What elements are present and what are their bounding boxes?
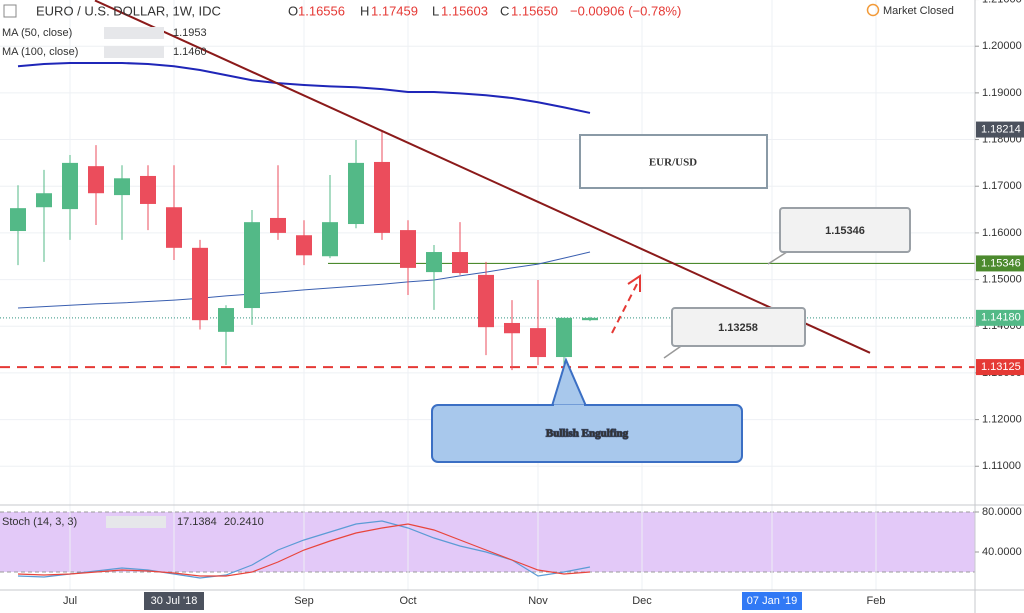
stoch-line <box>17 520 591 579</box>
candle-body <box>88 166 104 194</box>
candle-body <box>140 175 156 204</box>
y-tick-label: 1.16000 <box>982 227 1022 239</box>
ohlc-value: 1.15603 <box>441 3 488 18</box>
candle-body <box>296 235 312 256</box>
pair-label: EUR/USD <box>649 157 697 169</box>
change: −0.00906 (−0.78%) <box>570 3 681 18</box>
y-tick-label: 40.0000 <box>982 546 1022 558</box>
price-tag <box>976 255 1024 272</box>
ohlc-key: H <box>360 3 369 18</box>
indicator-label: Stoch (14, 3, 3) <box>2 516 77 528</box>
candle-body <box>556 317 572 358</box>
ohlc-key: O <box>288 3 298 18</box>
forecast-arrow <box>611 281 639 334</box>
indicator-buttons[interactable] <box>104 27 164 39</box>
candle-body <box>530 328 546 358</box>
ohlc-value: 1.17459 <box>371 3 418 18</box>
price-tag-label: 1.15346 <box>981 257 1021 269</box>
time-highlight <box>742 592 802 610</box>
y-tick-label: 1.19000 <box>982 87 1022 99</box>
candle-body <box>400 230 416 268</box>
y-tick-label: 1.21000 <box>982 0 1022 5</box>
candle-body <box>244 222 260 309</box>
indicator-value: 1.1953 <box>173 27 207 39</box>
candle-body <box>582 317 598 321</box>
y-tick-label: 1.12000 <box>982 413 1022 425</box>
candle-body <box>114 178 130 196</box>
x-tick-label: 30 Jul '18 <box>151 595 198 607</box>
candle-body <box>452 252 468 274</box>
ohlc-value: 1.15650 <box>511 3 558 18</box>
ohlc-value: 1.16556 <box>298 3 345 18</box>
candle-body <box>218 308 234 332</box>
support-label: 1.13258 <box>718 322 758 334</box>
y-tick-label: 1.11000 <box>982 460 1021 472</box>
ohlc-key: L <box>432 3 439 18</box>
candle-body <box>10 208 26 232</box>
x-tick-label: Feb <box>867 595 886 607</box>
ma-line <box>17 251 591 309</box>
trendline <box>94 0 871 354</box>
y-tick-label: 1.17000 <box>982 180 1022 192</box>
annotation-box <box>431 404 743 463</box>
candle-body <box>348 162 364 225</box>
forecast-arrowhead <box>627 274 641 292</box>
indicator-value: 17.1384 <box>177 516 217 528</box>
candle-body <box>322 222 338 257</box>
resistance-label: 1.15346 <box>825 225 865 237</box>
indicator-label: MA (100, close) <box>2 46 78 58</box>
time-highlight <box>144 592 204 610</box>
plot-layer <box>0 0 975 590</box>
indicator-buttons[interactable] <box>104 46 164 58</box>
candle-body <box>192 247 208 321</box>
symbol-title: EURO / U.S. DOLLAR, 1W, IDC <box>36 3 221 18</box>
candle-body <box>374 161 390 233</box>
x-tick-label: Oct <box>399 595 416 607</box>
candle-body <box>426 252 442 273</box>
x-tick-label: Dec <box>632 595 652 607</box>
status-icon <box>866 3 880 17</box>
price-tag-label: 1.13125 <box>981 361 1021 373</box>
price-tag-label: 1.14180 <box>981 312 1021 324</box>
x-tick-label: Nov <box>528 595 548 607</box>
price-tag-label: 1.18214 <box>981 123 1021 135</box>
pattern-label: Bullish Engulfing <box>546 428 629 440</box>
candle-body <box>166 207 182 248</box>
stoch-line <box>17 523 591 577</box>
price-tag <box>976 359 1024 376</box>
y-tick-label: 1.20000 <box>982 40 1022 52</box>
ohlc-key: C <box>500 3 509 18</box>
y-tick-label: 1.15000 <box>982 273 1022 285</box>
candle-body <box>270 217 286 233</box>
ma-line <box>17 62 591 114</box>
indicator-value: 20.2410 <box>224 516 264 528</box>
x-tick-label: Sep <box>294 595 314 607</box>
candle-body <box>62 162 78 210</box>
indicator-value: 1.1460 <box>173 46 207 58</box>
candle-body <box>36 193 52 208</box>
indicator-label: MA (50, close) <box>2 27 72 39</box>
indicator-buttons[interactable] <box>106 516 166 528</box>
annotation-box <box>779 207 911 253</box>
x-tick-label: Jul <box>63 595 77 607</box>
price-tag <box>976 121 1024 138</box>
annotation-box <box>579 134 768 189</box>
market-status: Market Closed <box>883 5 954 17</box>
price-tag <box>976 309 1024 326</box>
y-tick-label: 80.0000 <box>982 506 1022 518</box>
annotation-box <box>671 307 806 347</box>
collapse-icon[interactable] <box>3 4 17 18</box>
candle-body <box>478 274 494 328</box>
x-tick-label: 07 Jan '19 <box>747 595 797 607</box>
candle-body <box>504 322 520 334</box>
